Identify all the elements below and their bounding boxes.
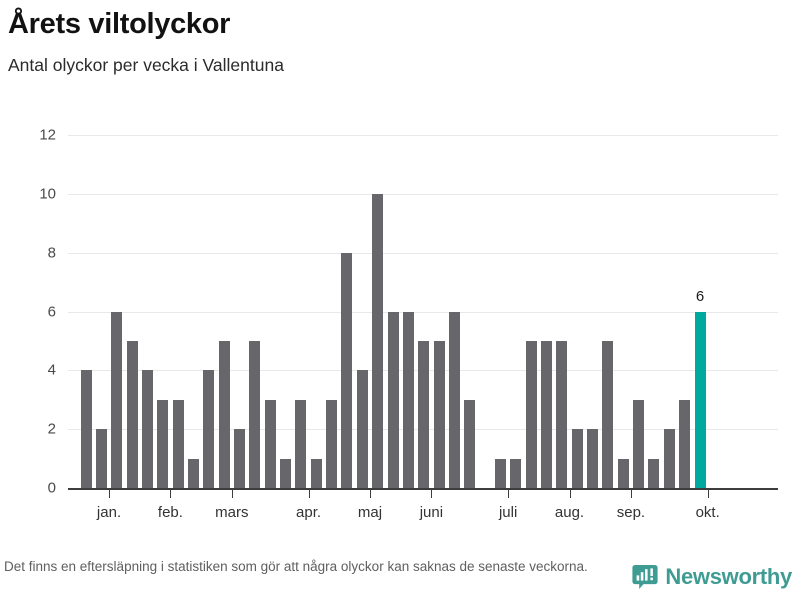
y-axis-tick-label: 4 [47,361,56,379]
x-axis-tick [109,490,111,498]
bar[interactable] [234,429,245,488]
gridline-10 [68,193,778,195]
x-axis-tick [508,490,510,498]
x-axis-tick [231,490,233,498]
y-axis-tick-label: 8 [47,244,56,262]
bar[interactable] [510,458,522,488]
bar[interactable] [617,458,629,488]
y-axis-tick-label: 0 [47,479,56,497]
x-axis-month-label: sep. [616,504,646,521]
x-axis-tick [369,490,371,498]
bar[interactable] [433,340,445,488]
bar[interactable] [587,429,599,488]
bar[interactable] [264,399,276,488]
bar[interactable] [95,429,107,488]
bar[interactable] [372,193,384,488]
bar[interactable] [356,370,368,488]
bar[interactable] [633,399,645,488]
bar-chart-speech-bubble-icon [632,564,659,590]
bar-highlighted[interactable] [694,311,706,488]
bar[interactable] [448,311,460,488]
newsworthy-wordmark: Newsworthy [665,564,792,589]
gridline-12 [68,135,778,136]
bar[interactable] [157,399,169,488]
bar[interactable] [525,340,537,488]
bar[interactable] [203,370,215,488]
bar[interactable] [249,340,261,488]
bar-value-label: 6 [695,287,705,305]
x-axis-baseline [68,488,778,490]
x-axis-month-label: mars [215,504,249,521]
newsworthy-logo: Newsworthy [632,564,792,590]
x-axis-month-label: maj [357,504,383,521]
bar[interactable] [310,458,322,488]
bar[interactable] [172,399,184,488]
bar[interactable] [187,458,199,488]
bar[interactable] [556,340,568,488]
bar[interactable] [602,340,614,488]
x-axis-tick [170,490,172,498]
chart-footer: Det finns en eftersläpning i statistiken… [0,556,800,600]
x-axis-month-label: juli [498,504,518,521]
bar[interactable] [402,311,414,488]
bar[interactable] [571,429,583,488]
chart-subtitle: Antal olyckor per vecka i Vallentuna [8,55,284,76]
chart-header: Årets viltolyckor Antal olyckor per veck… [0,0,800,76]
bar[interactable] [341,252,353,488]
bar[interactable] [541,340,552,488]
bar[interactable] [464,399,476,488]
bar[interactable] [111,311,123,488]
x-axis-tick [308,490,310,498]
footer-note: Det finns en eftersläpning i statistiken… [4,559,588,574]
x-axis-month-label: juni [419,504,444,521]
page-title: Årets viltolyckor [8,8,231,40]
bar[interactable] [387,311,399,488]
bar[interactable] [648,458,660,488]
x-axis-month-label: aug. [554,504,585,521]
bar[interactable] [280,458,292,488]
bar[interactable] [126,340,138,488]
bar[interactable] [141,370,153,488]
x-axis-month-label: okt. [695,504,720,521]
chart-plot-area: 0 2 4 6 8 10 12 6 jan. feb. mars apr. maj juni juli a… [0,118,800,538]
bar[interactable] [80,370,92,488]
y-axis-tick-label: 10 [39,185,56,203]
x-axis-tick [431,490,433,498]
x-axis-tick [707,490,709,498]
bar[interactable] [679,399,691,488]
y-axis-tick-label: 12 [39,126,56,144]
bar[interactable] [494,458,506,488]
x-axis-month-label: apr. [296,504,322,521]
x-axis-tick [569,490,571,498]
bar[interactable] [218,340,230,488]
gridline-8 [68,252,778,254]
x-axis-month-label: jan. [96,504,122,521]
bar[interactable] [663,429,675,488]
y-axis-tick-label: 2 [47,420,56,438]
bars-group: 6 [0,118,800,538]
y-axis-tick-label: 6 [47,303,56,320]
gridline-6 [68,311,778,313]
bar[interactable] [295,399,307,488]
bar[interactable] [418,340,430,488]
x-axis-month-label: feb. [157,504,183,521]
bar[interactable] [326,399,338,488]
x-axis-tick [630,490,632,498]
